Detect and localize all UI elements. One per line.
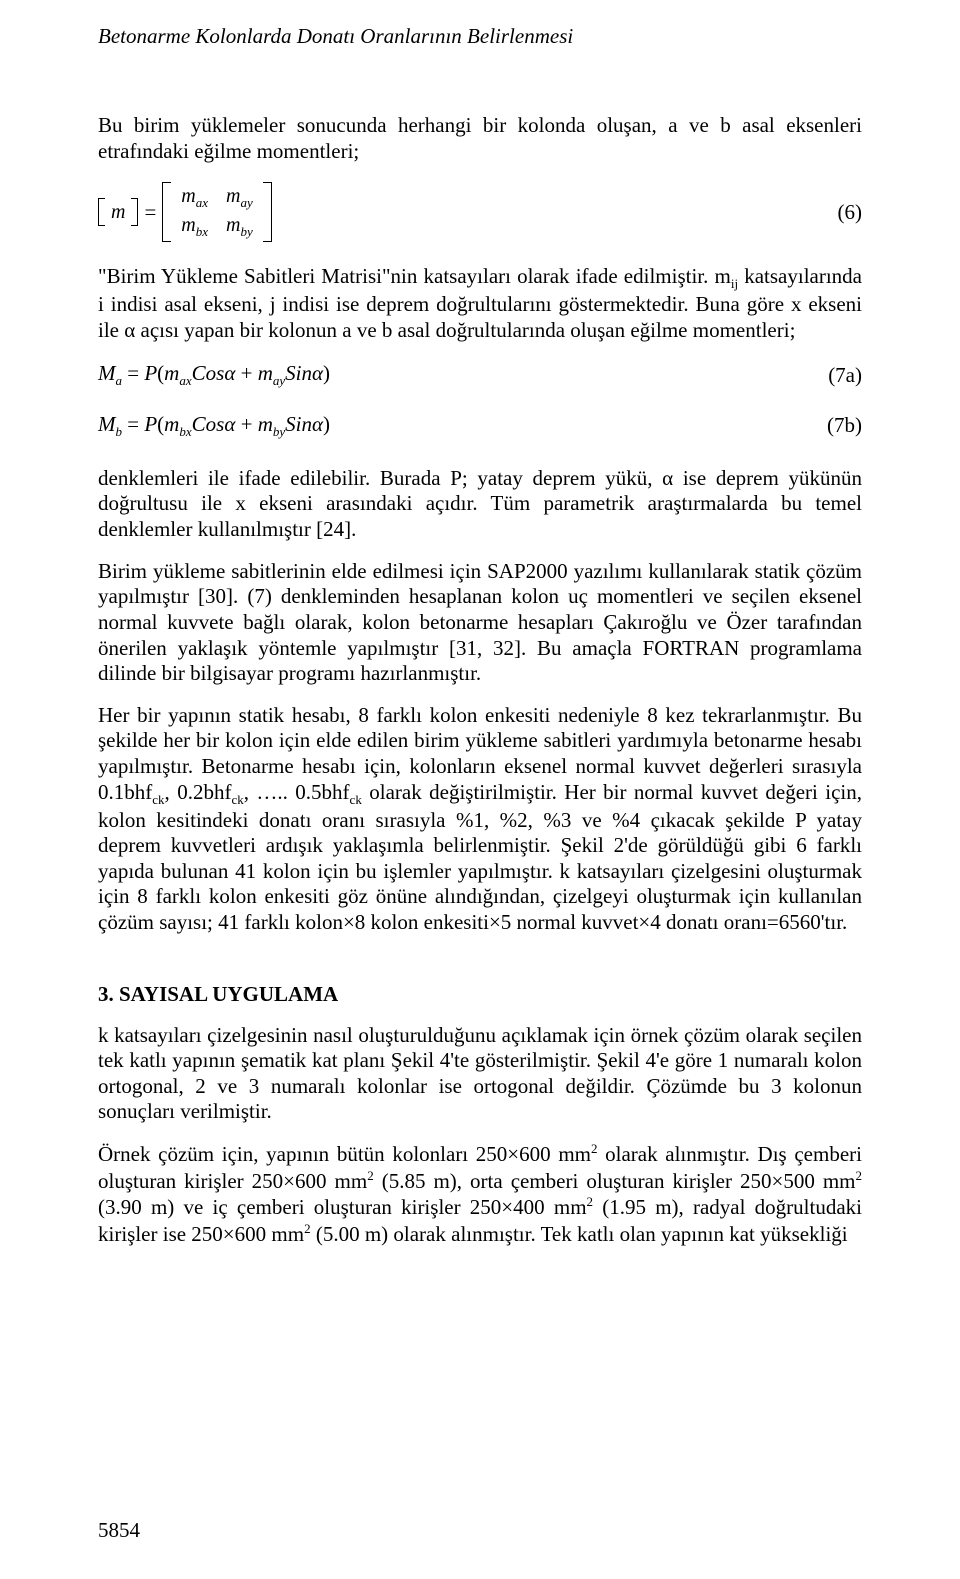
bracket-left-small <box>98 198 105 226</box>
equation-6-lhs: m = max may mbx mby <box>98 182 272 242</box>
paragraph-4: Birim yükleme sabitlerinin elde edilmesi… <box>98 559 862 687</box>
equation-6-number: (6) <box>838 200 863 225</box>
paragraph-3: denklemleri ile ifade edilebilir. Burada… <box>98 466 862 543</box>
equation-7a: Ma = P(maxCosα + maySinα) (7a) <box>98 361 862 389</box>
bracket-right <box>263 182 272 242</box>
page-number: 5854 <box>98 1518 140 1543</box>
bracket-left <box>162 182 171 242</box>
eq6-m-symbol: m <box>111 202 125 222</box>
section-3-heading: 3. SAYISAL UYGULAMA <box>98 982 862 1007</box>
equation-6: m = max may mbx mby (6) <box>98 182 862 242</box>
equation-7b-number: (7b) <box>827 413 862 438</box>
eq6-equals: = <box>144 200 156 225</box>
paragraph-2: "Birim Yükleme Sabitleri Matrisi"nin kat… <box>98 264 862 343</box>
equation-7a-number: (7a) <box>828 363 862 388</box>
running-header: Betonarme Kolonlarda Donatı Oranlarının … <box>98 24 862 49</box>
equation-7b-expr: Mb = P(mbxCosα + mbySinα) <box>98 412 330 440</box>
paragraph-6: k katsayıları çizelgesinin nasıl oluştur… <box>98 1023 862 1125</box>
equation-7a-expr: Ma = P(maxCosα + maySinα) <box>98 361 330 389</box>
eq6-matrix: max may mbx mby <box>162 182 271 242</box>
eq6-cell-ay: may <box>226 186 253 209</box>
eq6-cell-bx: mbx <box>181 215 208 238</box>
bracket-right-small <box>131 198 138 226</box>
paragraph-5: Her bir yapının statik hesabı, 8 farklı … <box>98 703 862 936</box>
equation-7b: Mb = P(mbxCosα + mbySinα) (7b) <box>98 412 862 440</box>
paragraph-7: Örnek çözüm için, yapının bütün kolonlar… <box>98 1141 862 1247</box>
paragraph-intro: Bu birim yüklemeler sonucunda herhangi b… <box>98 113 862 164</box>
eq6-cell-by: mby <box>226 215 253 238</box>
eq6-cell-ax: max <box>181 186 208 209</box>
